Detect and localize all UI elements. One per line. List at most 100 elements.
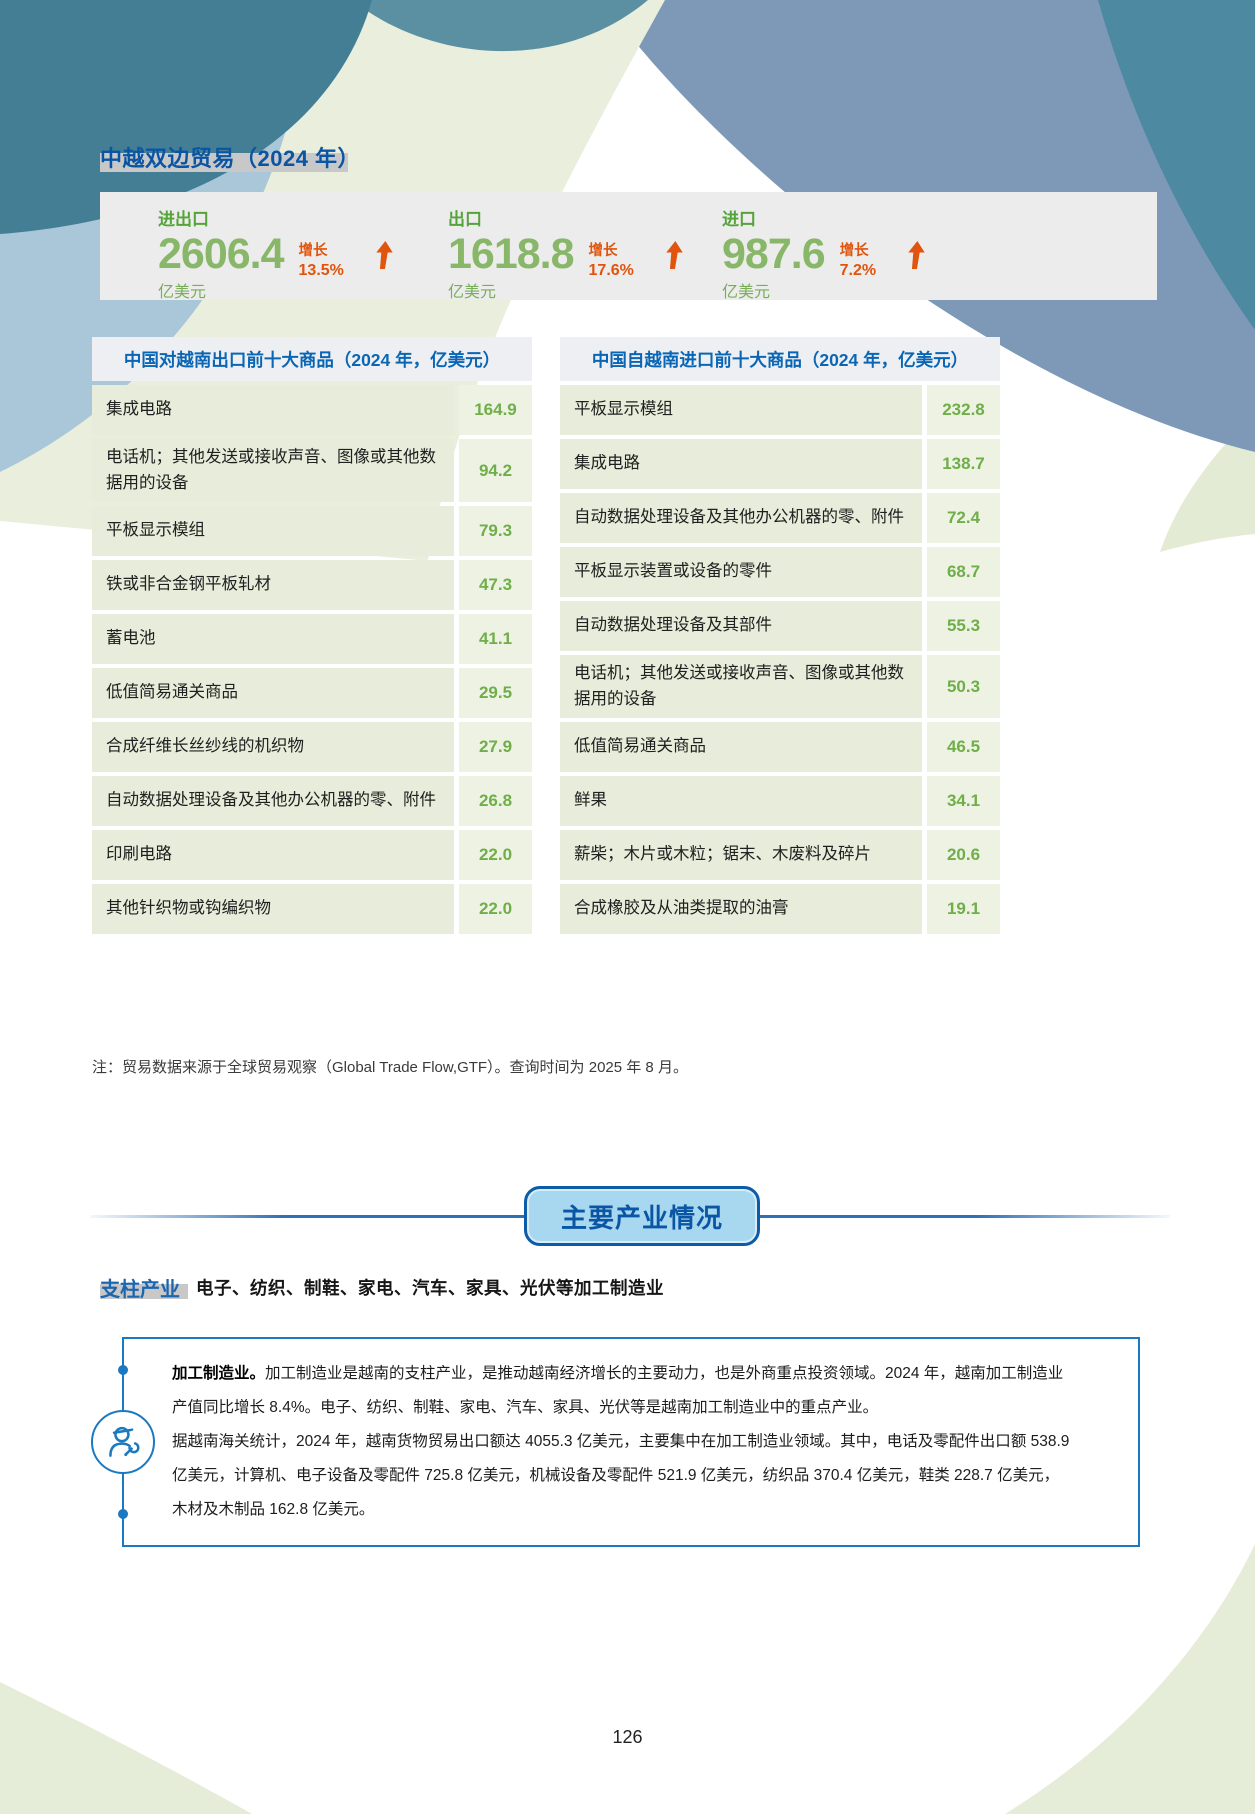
growth-value: 7.2% bbox=[839, 262, 877, 279]
growth-label: 增长 bbox=[588, 243, 618, 259]
commodity-name: 电话机；其他发送或接收声音、图像或其他数据用的设备 bbox=[560, 655, 922, 719]
stat-total-trade: 进出口 2606.4 亿美元 增长 13.5% bbox=[158, 205, 396, 302]
table-row: 鲜果 34.1 bbox=[560, 776, 1000, 827]
table-row: 平板显示模组 79.3 bbox=[92, 506, 532, 557]
table-header: 中国自越南进口前十大商品（2024 年，亿美元） bbox=[560, 337, 1000, 381]
table-row: 低值简易通关商品 46.5 bbox=[560, 722, 1000, 773]
pillar-highlight-bar bbox=[100, 1284, 188, 1299]
commodity-name: 集成电路 bbox=[560, 439, 922, 489]
section-badge: 主要产业情况 bbox=[524, 1186, 760, 1246]
table-row: 自动数据处理设备及其部件 55.3 bbox=[560, 601, 1000, 651]
connector-dot bbox=[118, 1365, 128, 1375]
source-note: 注：贸易数据来源于全球贸易观察（Global Trade Flow,GTF）。查… bbox=[92, 1059, 688, 1076]
table-row: 自动数据处理设备及其他办公机器的零、附件 72.4 bbox=[560, 493, 1000, 543]
table-row: 电话机；其他发送或接收声音、图像或其他数据用的设备 94.2 bbox=[92, 439, 532, 503]
commodity-value: 47.3 bbox=[459, 560, 532, 611]
commodity-name: 薪柴；木片或木粒；锯末、木废料及碎片 bbox=[560, 830, 922, 881]
commodity-value: 94.2 bbox=[459, 439, 532, 503]
commodity-value: 27.9 bbox=[459, 722, 532, 773]
stat-value: 987.6 bbox=[722, 230, 826, 278]
table-row: 其他针织物或钩编织物 22.0 bbox=[92, 884, 532, 935]
stat-label: 出口 bbox=[448, 210, 482, 229]
table-row: 集成电路 138.7 bbox=[560, 439, 1000, 489]
commodity-value: 138.7 bbox=[927, 439, 1000, 489]
stat-value: 2606.4 bbox=[158, 230, 285, 278]
commodity-name: 自动数据处理设备及其他办公机器的零、附件 bbox=[560, 493, 922, 543]
commodity-value: 50.3 bbox=[927, 655, 1000, 719]
worker-wrench-icon bbox=[91, 1410, 155, 1474]
stat-unit: 亿美元 bbox=[722, 284, 771, 301]
commodity-value: 22.0 bbox=[459, 884, 532, 935]
table-row: 自动数据处理设备及其他办公机器的零、附件 26.8 bbox=[92, 776, 532, 827]
table-row: 蓄电池 41.1 bbox=[92, 614, 532, 665]
commodity-name: 铁或非合金钢平板轧材 bbox=[92, 560, 454, 611]
commodity-name: 其他针织物或钩编织物 bbox=[92, 884, 454, 935]
table-header: 中国对越南出口前十大商品（2024 年，亿美元） bbox=[92, 337, 532, 381]
commodity-value: 46.5 bbox=[927, 722, 1000, 773]
commodity-name: 低值简易通关商品 bbox=[560, 722, 922, 773]
commodity-name: 电话机；其他发送或接收声音、图像或其他数据用的设备 bbox=[92, 439, 454, 503]
table-row: 薪柴；木片或木粒；锯末、木废料及碎片 20.6 bbox=[560, 830, 1000, 881]
table-row: 电话机；其他发送或接收声音、图像或其他数据用的设备 50.3 bbox=[560, 655, 1000, 719]
stat-unit: 亿美元 bbox=[158, 284, 207, 301]
up-arrow-icon bbox=[376, 241, 393, 269]
stat-label: 进出口 bbox=[158, 210, 209, 229]
commodity-value: 22.0 bbox=[459, 830, 532, 881]
commodity-value: 34.1 bbox=[927, 776, 1000, 827]
commodity-value: 26.8 bbox=[459, 776, 532, 827]
industry-paragraph: 加工制造业。加工制造业是越南的支柱产业，是推动越南经济增长的主要动力，也是外商重… bbox=[172, 1357, 1112, 1425]
commodity-value: 232.8 bbox=[927, 385, 1000, 435]
industry-lead: 加工制造业。 bbox=[172, 1365, 266, 1382]
commodity-tables: 中国对越南出口前十大商品（2024 年，亿美元） 集成电路 164.9 电话机；其他… bbox=[92, 337, 1000, 935]
connector-dot bbox=[118, 1509, 128, 1519]
up-arrow-icon bbox=[908, 241, 925, 269]
table-row: 集成电路 164.9 bbox=[92, 385, 532, 435]
table-row: 铁或非合金钢平板轧材 47.3 bbox=[92, 560, 532, 611]
table-row: 合成纤维长丝纱线的机织物 27.9 bbox=[92, 722, 532, 773]
commodity-value: 72.4 bbox=[927, 493, 1000, 543]
commodity-name: 低值简易通关商品 bbox=[92, 668, 454, 719]
commodity-name: 平板显示模组 bbox=[92, 506, 454, 557]
export-table: 中国对越南出口前十大商品（2024 年，亿美元） 集成电路 164.9 电话机；其他… bbox=[92, 337, 532, 935]
commodity-value: 19.1 bbox=[927, 884, 1000, 935]
commodity-value: 29.5 bbox=[459, 668, 532, 719]
commodity-name: 自动数据处理设备及其他办公机器的零、附件 bbox=[92, 776, 454, 827]
growth-label: 增长 bbox=[298, 243, 328, 259]
page-title: 中越双边贸易（2024 年） bbox=[100, 146, 361, 171]
stat-exports: 出口 1618.8 亿美元 增长 17.6% bbox=[448, 205, 686, 302]
commodity-value: 55.3 bbox=[927, 601, 1000, 651]
table-row: 低值简易通关商品 29.5 bbox=[92, 668, 532, 719]
page-number: 126 bbox=[612, 1727, 643, 1747]
industry-box: 加工制造业。加工制造业是越南的支柱产业，是推动越南经济增长的主要动力，也是外商重… bbox=[91, 1337, 1140, 1547]
table-row: 印刷电路 22.0 bbox=[92, 830, 532, 881]
growth-value: 17.6% bbox=[588, 262, 634, 279]
commodity-name: 印刷电路 bbox=[92, 830, 454, 881]
table-row: 平板显示装置或设备的零件 68.7 bbox=[560, 547, 1000, 597]
table-row: 平板显示模组 232.8 bbox=[560, 385, 1000, 435]
stat-label: 进口 bbox=[722, 210, 756, 229]
commodity-value: 68.7 bbox=[927, 547, 1000, 597]
stat-unit: 亿美元 bbox=[448, 284, 497, 301]
industry-p1: 加工制造业是越南的支柱产业，是推动越南经济增长的主要动力，也是外商重点投资领域。… bbox=[172, 1365, 1064, 1416]
commodity-value: 79.3 bbox=[459, 506, 532, 557]
growth-label: 增长 bbox=[839, 243, 869, 259]
pillar-text: 电子、纺织、制鞋、家电、汽车、家具、光伏等加工制造业 bbox=[196, 1278, 664, 1298]
trade-stats-bar: 进出口 2606.4 亿美元 增长 13.5% 出口 1618.8 bbox=[100, 192, 1157, 302]
up-arrow-icon bbox=[666, 241, 683, 269]
table-row: 合成橡胶及从油类提取的油膏 19.1 bbox=[560, 884, 1000, 935]
commodity-name: 集成电路 bbox=[92, 385, 454, 435]
commodity-value: 41.1 bbox=[459, 614, 532, 665]
commodity-name: 合成纤维长丝纱线的机织物 bbox=[92, 722, 454, 773]
growth-value: 13.5% bbox=[298, 262, 344, 279]
commodity-name: 合成橡胶及从油类提取的油膏 bbox=[560, 884, 922, 935]
stat-imports: 进口 987.6 亿美元 增长 7.2% bbox=[722, 205, 928, 302]
pillar-label: 支柱产业 bbox=[100, 1279, 180, 1301]
commodity-name: 平板显示模组 bbox=[560, 385, 922, 435]
import-table: 中国自越南进口前十大商品（2024 年，亿美元） 平板显示模组 232.8 集成电路… bbox=[560, 337, 1000, 935]
industry-paragraph: 据越南海关统计，2024 年，越南货物贸易出口额达 4055.3 亿美元，主要集… bbox=[172, 1433, 1070, 1518]
commodity-name: 平板显示装置或设备的零件 bbox=[560, 547, 922, 597]
commodity-value: 20.6 bbox=[927, 830, 1000, 881]
stat-value: 1618.8 bbox=[448, 230, 575, 278]
footer-decoration bbox=[0, 1544, 1255, 1814]
